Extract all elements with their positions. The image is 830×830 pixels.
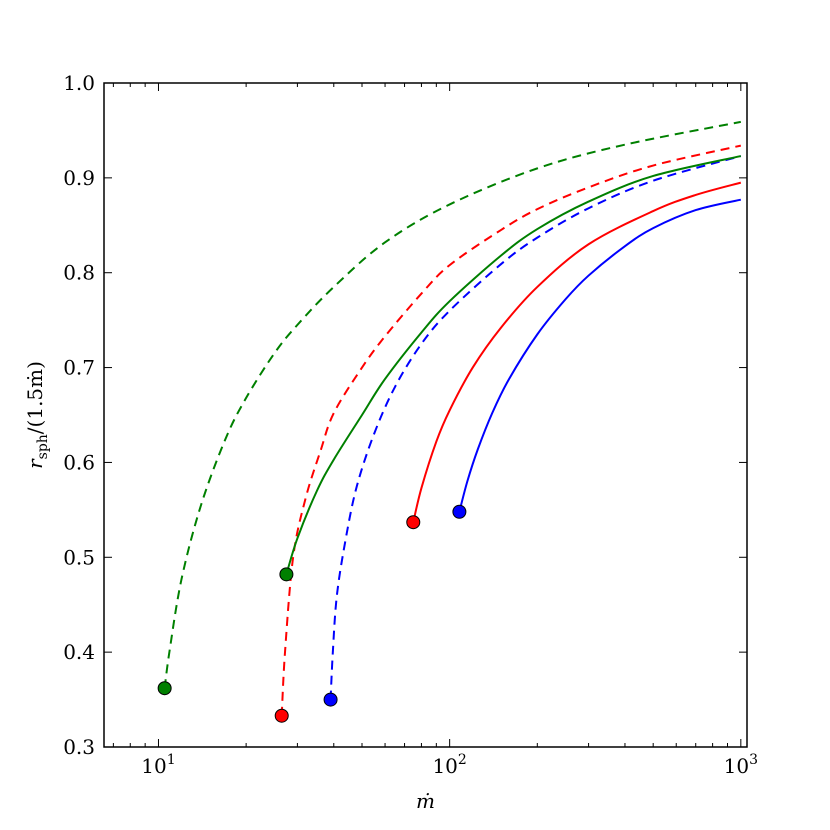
- series-layer: [163, 120, 742, 716]
- series-start-marker-2: [274, 708, 289, 723]
- series-line-6-solid: [458, 198, 742, 513]
- series-start-marker-3: [323, 692, 338, 707]
- series-line-4-solid: [285, 155, 742, 575]
- series-start-marker-1: [157, 681, 172, 696]
- series-line-3-dashed: [329, 155, 742, 700]
- y-tick-label: 0.7: [63, 356, 95, 380]
- y-tick-label: 0.8: [63, 261, 95, 285]
- x-axis-label: ṁ: [416, 789, 435, 813]
- y-tick-label: 0.4: [63, 640, 95, 664]
- x-tick-labels: 101 102 103: [141, 752, 758, 778]
- y-tick-labels: 0.3 0.4 0.5 0.6 0.7 0.8 0.9 1.0: [63, 71, 95, 759]
- x-tick-label: 103: [724, 752, 758, 778]
- x-tick-label: 102: [432, 752, 466, 778]
- y-tick-label: 1.0: [63, 71, 95, 95]
- y-axis-label: rsph/(1.5ṁ): [23, 361, 51, 469]
- series-start-marker-5: [406, 515, 421, 530]
- marker-layer: [157, 504, 467, 723]
- series-start-marker-6: [452, 504, 467, 519]
- y-tick-label: 0.5: [63, 545, 95, 569]
- axes-frame: [103, 82, 748, 748]
- y-tick-label: 0.9: [63, 166, 95, 190]
- y-tick-label: 0.6: [63, 450, 95, 474]
- x-tick-label: 101: [141, 752, 175, 778]
- series-start-marker-4: [279, 567, 294, 582]
- series-line-5-solid: [412, 181, 742, 523]
- y-tick-label: 0.3: [63, 735, 95, 759]
- series-line-1-dashed: [163, 120, 742, 689]
